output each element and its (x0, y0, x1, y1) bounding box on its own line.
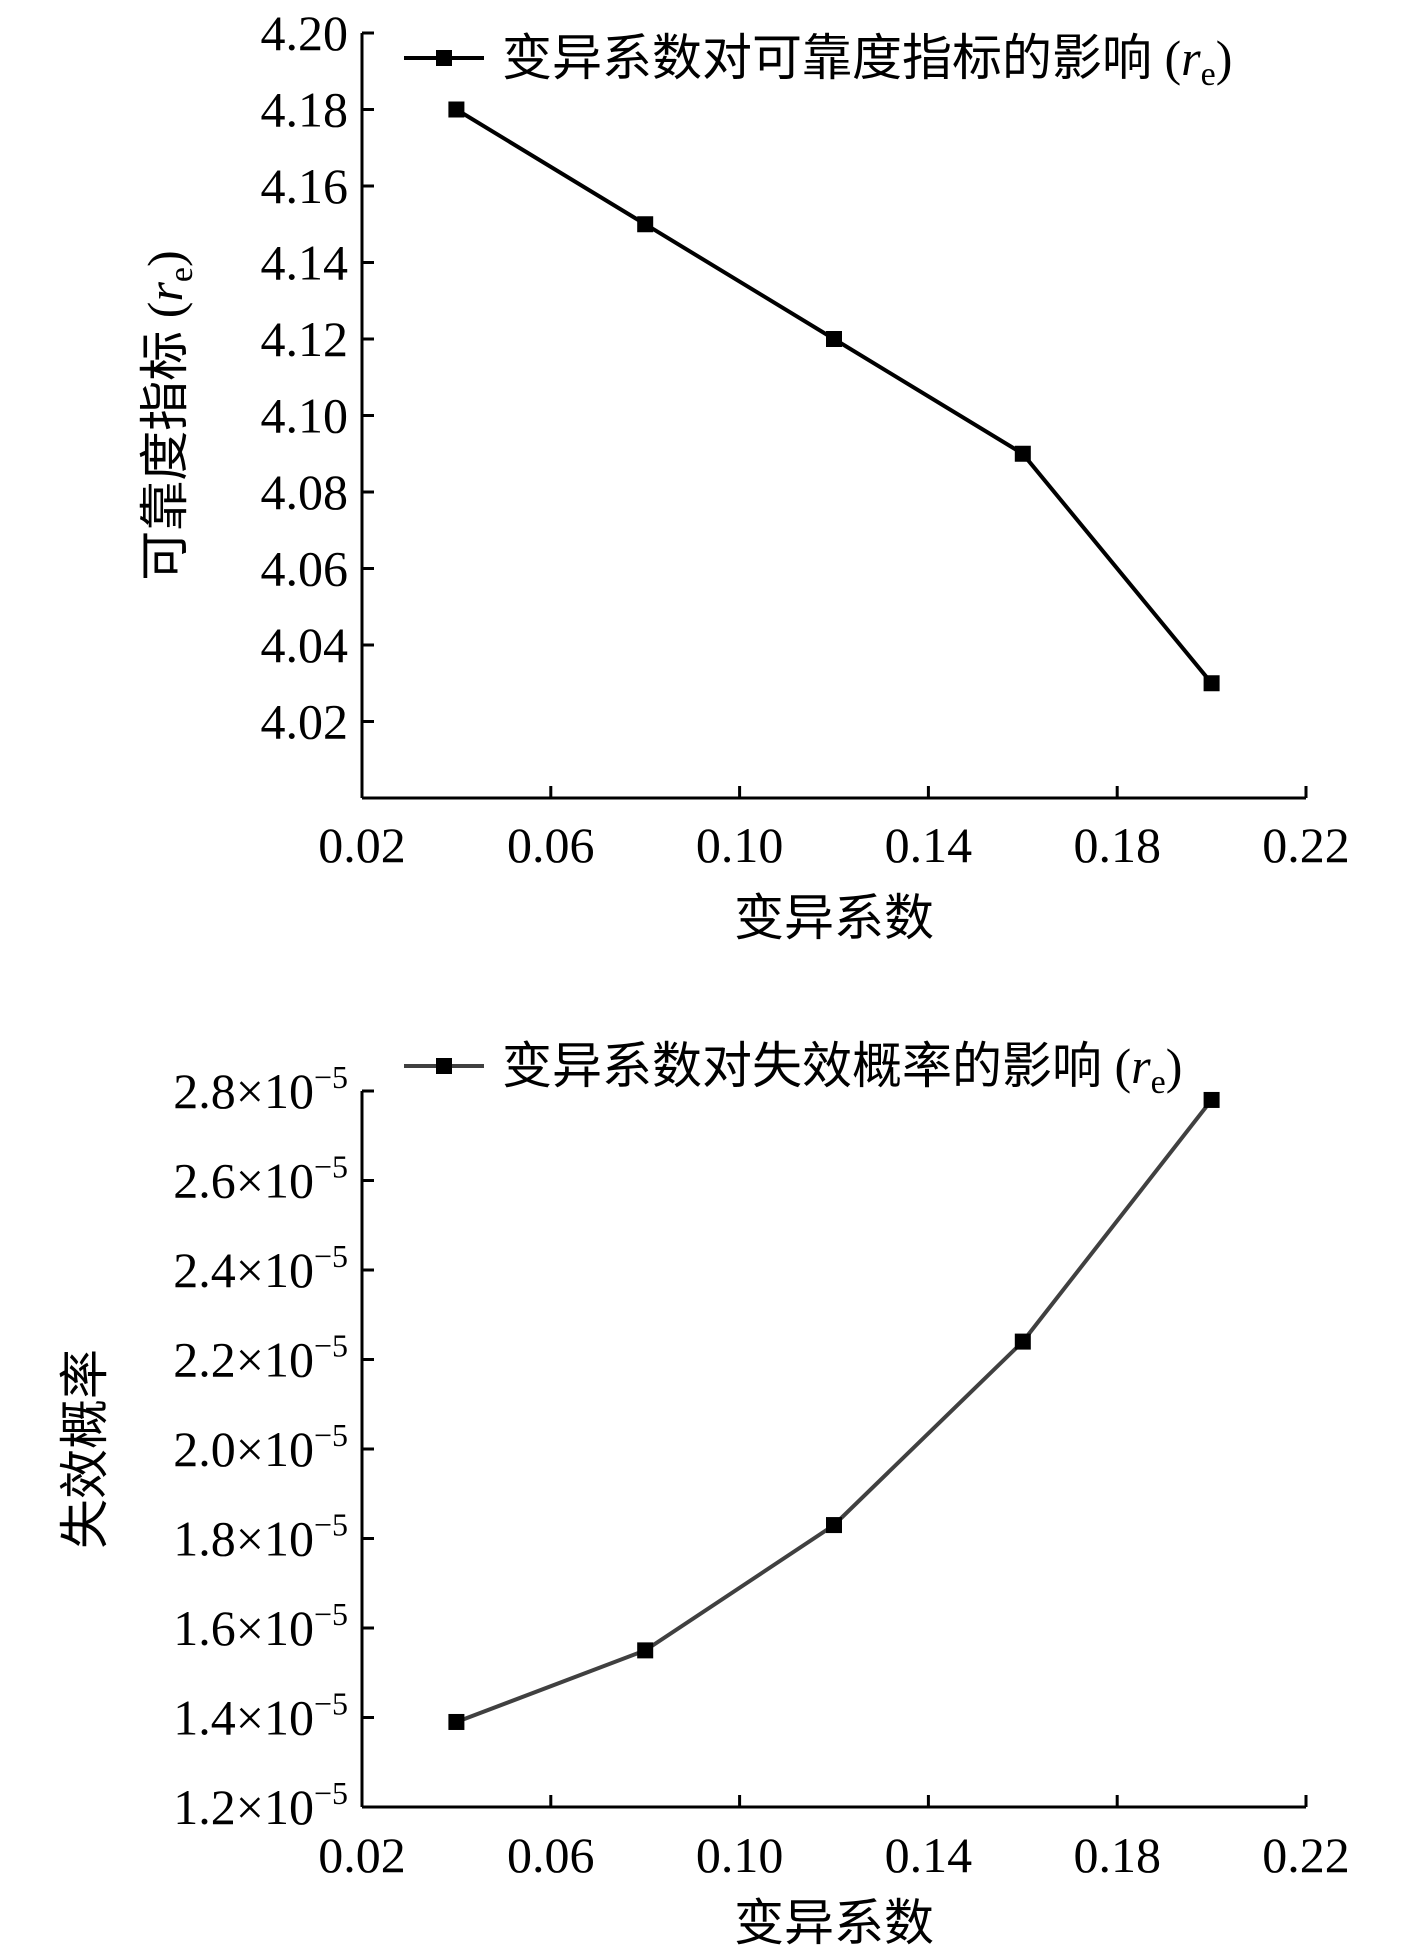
chart1-y-tick-label: 2.6×10−5 (173, 1149, 348, 1209)
chart0-y-tick-label: 4.10 (261, 388, 349, 444)
chart0-x-tick-label: 0.22 (1262, 817, 1350, 873)
chart0-x-tick-label: 0.10 (696, 817, 784, 873)
chart1-series-line (455, 1098, 1214, 1724)
chart0-data-point (448, 101, 465, 118)
chart0-y-tick-label: 4.16 (261, 158, 349, 214)
chart1-data-point (448, 1713, 465, 1730)
chart1-y-tick-label: 2.8×10−5 (173, 1059, 348, 1119)
chart0-x-tick-label: 0.18 (1073, 817, 1161, 873)
chart0-y-tick-label: 4.12 (261, 311, 349, 367)
chart1-data-point (1014, 1333, 1031, 1350)
chart1-y-tick-label: 1.6×10−5 (173, 1596, 348, 1656)
chart0-y-tick-label: 4.02 (261, 694, 349, 750)
reliability-index-chart: 0.02 0.06 0.10 0.14 0.18 0.22 4.02 4.04 4.06 4.08… (137, 5, 1350, 946)
chart0-legend-marker (436, 50, 452, 66)
chart1-x-tick-label: 0.02 (318, 1827, 406, 1883)
failure-probability-chart: 0.02 0.06 0.10 0.14 0.18 0.22 1.2×10−5 1.4×10−5… (57, 1038, 1350, 1951)
chart0-y-tick-label: 4.20 (261, 5, 349, 61)
chart1-data-point (1203, 1091, 1220, 1108)
chart1-x-tick-label: 0.06 (507, 1827, 595, 1883)
chart1-data-point (637, 1642, 654, 1659)
chart0-legend-label: 变异系数对可靠度指标的影响 (re) (502, 30, 1232, 93)
chart0-y-tick-label: 4.08 (261, 464, 349, 520)
chart0-y-tick-label: 4.04 (261, 617, 349, 673)
chart1-x-tick-label: 0.10 (696, 1827, 784, 1883)
chart0-data-point (1203, 675, 1220, 692)
chart0-data-point (826, 331, 842, 347)
chart1-y-tick-label: 1.2×10−5 (173, 1775, 348, 1835)
chart0-x-tick-label: 0.14 (885, 817, 973, 873)
chart1-y-tick-label: 2.4×10−5 (173, 1238, 348, 1298)
chart0-y-tick-label: 4.18 (261, 82, 349, 138)
chart1-y-tick-label: 1.8×10−5 (173, 1507, 348, 1567)
chart1-y-tick-label: 1.4×10−5 (173, 1686, 348, 1746)
chart0-x-tick-label: 0.02 (318, 817, 406, 873)
chart1-x-tick-label: 0.14 (885, 1827, 973, 1883)
chart0-data-point (1014, 445, 1031, 462)
chart0-data-point (637, 216, 654, 233)
chart0-x-axis-title: 变异系数 (734, 890, 934, 946)
chart0-series-line (455, 107, 1214, 685)
chart1-x-tick-label: 0.18 (1073, 1827, 1161, 1883)
chart0-x-tick-label: 0.06 (507, 817, 595, 873)
chart1-y-tick-label: 2.0×10−5 (173, 1417, 348, 1477)
chart1-legend-marker (436, 1058, 452, 1074)
chart0-y-tick-label: 4.14 (261, 235, 349, 291)
chart1-y-axis-title: 失效概率 (57, 1349, 113, 1549)
chart0-y-tick-label: 4.06 (261, 541, 349, 597)
chart1-y-tick-label: 2.2×10−5 (173, 1328, 348, 1388)
chart1-x-tick-label: 0.22 (1262, 1827, 1350, 1883)
chart0-y-axis-title: 可靠度指标 (re) (137, 250, 200, 580)
chart1-data-point (826, 1517, 842, 1534)
chart1-x-axis-title: 变异系数 (734, 1895, 934, 1951)
chart1-legend-label: 变异系数对失效概率的影响 (re) (502, 1038, 1182, 1101)
